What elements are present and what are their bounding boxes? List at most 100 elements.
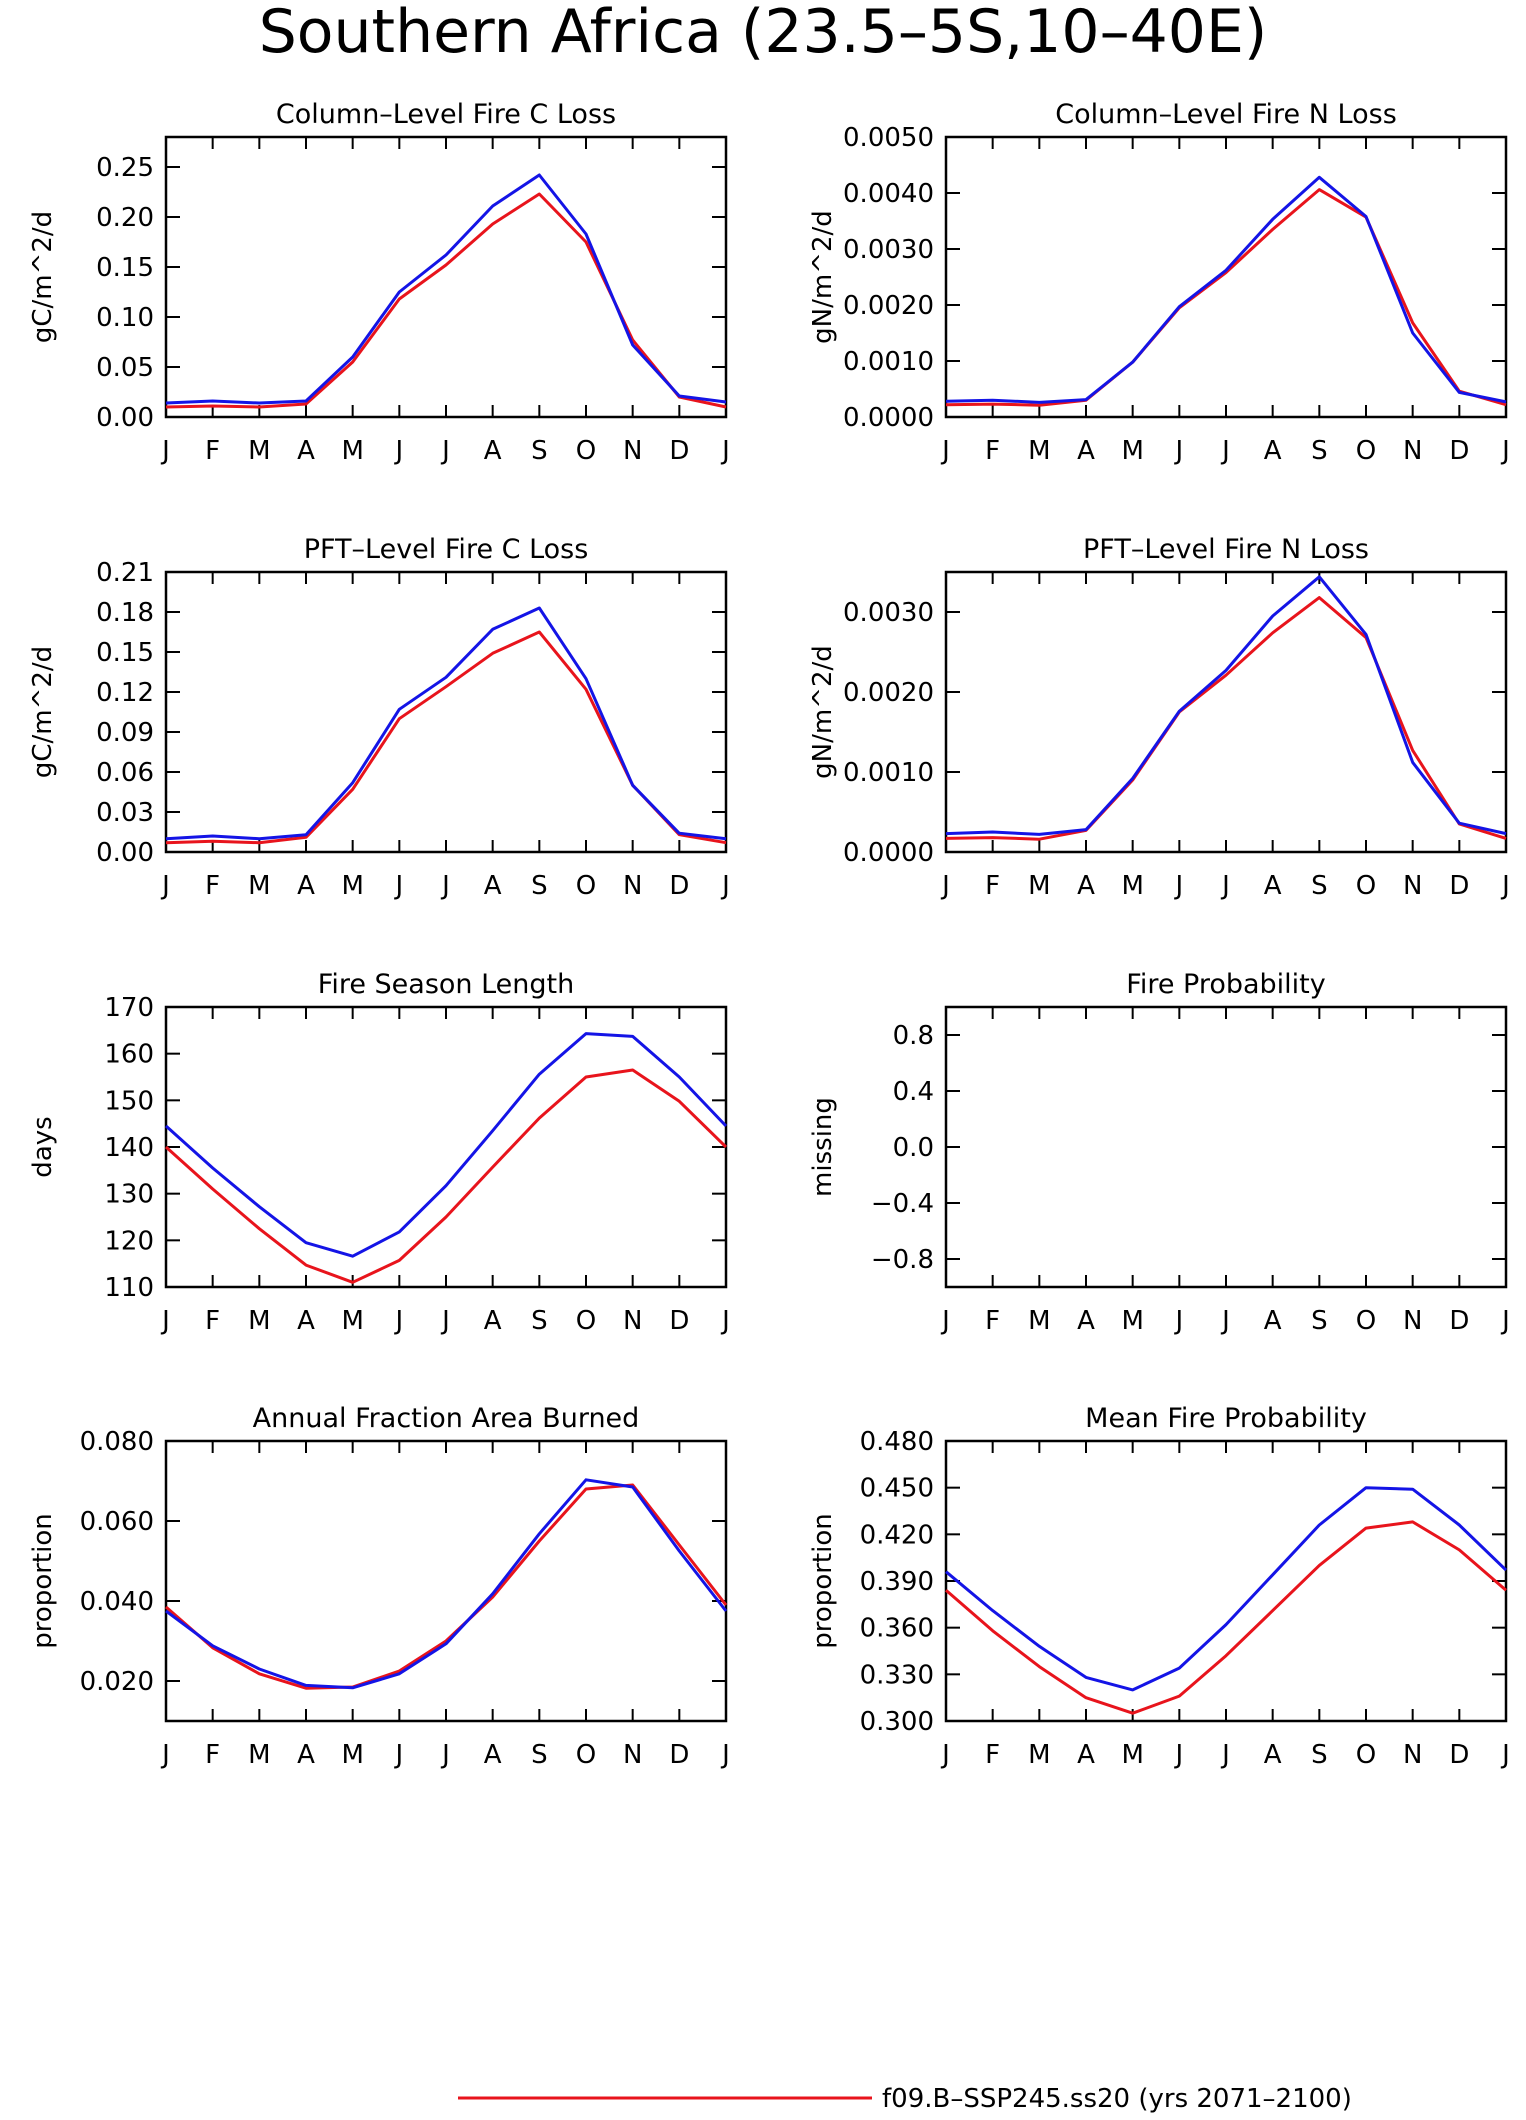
series-line-1 bbox=[164, 1068, 728, 1284]
x-tick-label: J bbox=[1500, 1740, 1510, 1770]
y-tick-label: 0.03 bbox=[96, 798, 154, 828]
x-tick-label: S bbox=[531, 871, 548, 901]
y-axis-label: gN/m^2/d bbox=[808, 210, 838, 344]
panel-title: PFT–Level Fire N Loss bbox=[1083, 534, 1369, 565]
x-tick-label: S bbox=[531, 1306, 548, 1336]
x-tick-label: J bbox=[440, 1306, 450, 1336]
x-tick-label: S bbox=[1311, 436, 1328, 466]
y-tick-label: 0.330 bbox=[860, 1660, 934, 1690]
x-tick-label: F bbox=[985, 1306, 1000, 1336]
x-tick-label: J bbox=[1500, 1306, 1510, 1336]
x-tick-label: N bbox=[1403, 1740, 1422, 1770]
x-tick-label: J bbox=[940, 436, 950, 466]
y-tick-label: 0.0040 bbox=[843, 179, 934, 209]
x-tick-label: D bbox=[669, 436, 689, 466]
x-tick-label: S bbox=[1311, 1740, 1328, 1770]
y-tick-label: 160 bbox=[104, 1040, 154, 1070]
series-line-2 bbox=[945, 175, 1507, 404]
x-tick-label: J bbox=[1173, 1306, 1183, 1336]
y-tick-label: 0.040 bbox=[80, 1587, 154, 1617]
y-tick-label: 0.0030 bbox=[843, 235, 934, 265]
y-tick-label: 0.20 bbox=[96, 203, 154, 233]
y-tick-label: 0.0 bbox=[893, 1133, 934, 1163]
x-tick-label: J bbox=[440, 1740, 450, 1770]
x-tick-label: M bbox=[1028, 1306, 1050, 1336]
y-tick-label: 130 bbox=[104, 1180, 154, 1210]
y-tick-label: 0.0010 bbox=[843, 758, 934, 788]
series-line-1 bbox=[945, 1520, 1507, 1715]
plot-frame bbox=[164, 1439, 728, 1723]
y-tick-label: 0.09 bbox=[96, 718, 154, 748]
y-tick-label: 0.360 bbox=[860, 1614, 934, 1644]
x-tick-label: M bbox=[1028, 1740, 1050, 1770]
x-tick-label: A bbox=[1077, 436, 1095, 466]
x-tick-label: J bbox=[720, 436, 730, 466]
x-tick-label: M bbox=[1121, 436, 1143, 466]
x-tick-label: F bbox=[205, 1306, 220, 1336]
x-tick-label: D bbox=[1449, 1306, 1469, 1336]
x-tick-label: A bbox=[297, 1740, 315, 1770]
x-tick-label: A bbox=[297, 871, 315, 901]
x-tick-label: A bbox=[297, 436, 315, 466]
x-tick-label: M bbox=[1121, 871, 1143, 901]
panel-title: Fire Season Length bbox=[318, 969, 574, 1000]
x-tick-label: N bbox=[623, 871, 642, 901]
y-tick-label: 0.0050 bbox=[843, 123, 934, 153]
x-tick-label: M bbox=[341, 871, 363, 901]
y-tick-label: −0.4 bbox=[871, 1189, 934, 1219]
x-tick-label: O bbox=[576, 1740, 596, 1770]
x-tick-label: S bbox=[1311, 1306, 1328, 1336]
x-tick-label: F bbox=[985, 1740, 1000, 1770]
y-axis-label: gC/m^2/d bbox=[28, 211, 58, 343]
y-tick-label: 0.300 bbox=[860, 1707, 934, 1737]
x-tick-label: M bbox=[248, 1740, 270, 1770]
x-tick-label: D bbox=[669, 871, 689, 901]
y-tick-label: 0.390 bbox=[860, 1567, 934, 1597]
x-tick-label: J bbox=[440, 871, 450, 901]
x-tick-label: O bbox=[576, 436, 596, 466]
plot-frame bbox=[164, 135, 728, 419]
series-line-2 bbox=[164, 1032, 728, 1258]
x-tick-label: A bbox=[484, 871, 502, 901]
x-tick-label: D bbox=[1449, 436, 1469, 466]
series-line-1 bbox=[945, 596, 1507, 841]
x-tick-label: J bbox=[1173, 871, 1183, 901]
x-tick-label: S bbox=[1311, 871, 1328, 901]
panel-title: Mean Fire Probability bbox=[1085, 1403, 1367, 1434]
x-tick-label: O bbox=[1356, 436, 1376, 466]
x-tick-label: A bbox=[297, 1306, 315, 1336]
x-tick-label: O bbox=[1356, 871, 1376, 901]
y-axis-label: proportion bbox=[28, 1513, 58, 1648]
x-tick-label: J bbox=[1220, 436, 1230, 466]
panel-title: Fire Probability bbox=[1126, 969, 1326, 1000]
x-tick-label: J bbox=[1173, 1740, 1183, 1770]
x-tick-label: M bbox=[341, 1740, 363, 1770]
y-tick-label: 0.080 bbox=[80, 1427, 154, 1457]
y-tick-label: 0.00 bbox=[96, 403, 154, 433]
series-line-1 bbox=[165, 630, 727, 845]
y-tick-label: 0.060 bbox=[80, 1507, 154, 1537]
y-axis-label: proportion bbox=[808, 1513, 838, 1648]
x-tick-label: N bbox=[1403, 1306, 1422, 1336]
y-tick-label: 0.00 bbox=[96, 838, 154, 868]
series-line-2 bbox=[165, 606, 727, 841]
plot-frame bbox=[944, 1005, 1508, 1289]
x-tick-label: N bbox=[1403, 436, 1422, 466]
x-tick-label: O bbox=[576, 871, 596, 901]
panel-title: Column–Level Fire N Loss bbox=[1055, 99, 1397, 130]
x-tick-label: O bbox=[576, 1306, 596, 1336]
y-tick-label: 0.480 bbox=[860, 1427, 934, 1457]
panel-title: PFT–Level Fire C Loss bbox=[304, 534, 589, 565]
x-tick-label: D bbox=[1449, 1740, 1469, 1770]
y-tick-label: 0.15 bbox=[96, 638, 154, 668]
y-tick-label: 150 bbox=[104, 1086, 154, 1116]
panel-title: Column–Level Fire C Loss bbox=[276, 99, 616, 130]
y-tick-label: 0.18 bbox=[96, 598, 154, 628]
x-tick-label: J bbox=[940, 1740, 950, 1770]
x-tick-label: N bbox=[623, 436, 642, 466]
